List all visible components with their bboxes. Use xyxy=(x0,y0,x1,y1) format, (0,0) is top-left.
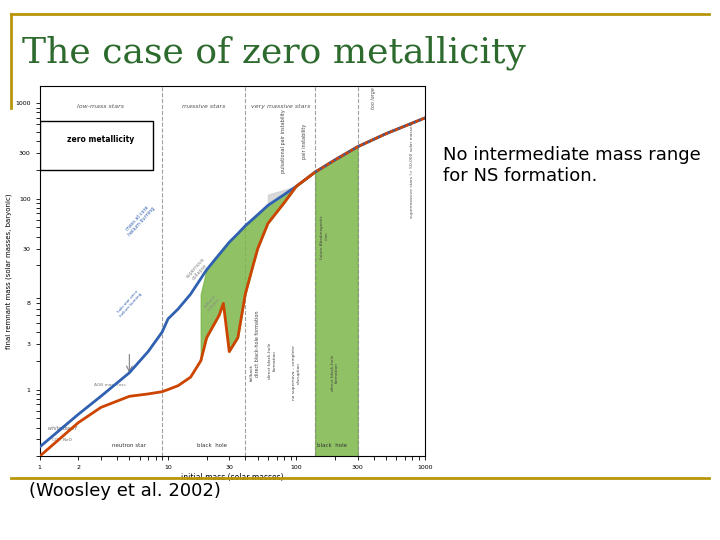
Text: neutron star: neutron star xyxy=(112,443,146,448)
FancyBboxPatch shape xyxy=(40,121,153,170)
Text: direct black-hole
formation: direct black-hole formation xyxy=(268,342,276,379)
Text: AGB mass loss: AGB mass loss xyxy=(94,383,125,387)
Text: massive stars: massive stars xyxy=(182,104,225,109)
X-axis label: initial mass (solar masses): initial mass (solar masses) xyxy=(181,473,284,482)
Text: fallback: fallback xyxy=(250,364,254,381)
Text: very massive stars: very massive stars xyxy=(251,104,310,109)
Text: supernova
collapse: supernova collapse xyxy=(185,256,210,283)
Text: direct black-hole
formation: direct black-hole formation xyxy=(330,355,339,391)
Text: The case of zero metallicity: The case of zero metallicity xyxy=(22,35,526,70)
Text: pulsational pair instability: pulsational pair instability xyxy=(282,109,287,173)
Text: fallback
collapse: fallback collapse xyxy=(203,294,221,313)
Text: no supernova – complete
disruption: no supernova – complete disruption xyxy=(292,346,301,400)
Y-axis label: final remnant mass (solar masses, baryonic): final remnant mass (solar masses, baryon… xyxy=(6,193,12,349)
Text: CO    NeO: CO NeO xyxy=(53,438,72,442)
Text: mass at core
helium burning: mass at core helium burning xyxy=(123,202,156,238)
Text: supermassive stars (> 50,000 solar masses): supermassive stars (> 50,000 solar masse… xyxy=(410,122,414,218)
Text: (Woosley et al. 2002): (Woosley et al. 2002) xyxy=(29,482,220,500)
Text: low-mass stars: low-mass stars xyxy=(77,104,125,109)
Text: direct black-hole formation: direct black-hole formation xyxy=(256,311,260,377)
Text: future Abadmagnetic
/ion: future Abadmagnetic /ion xyxy=(320,215,328,259)
Text: pair instability: pair instability xyxy=(302,124,307,159)
Text: white dwarf: white dwarf xyxy=(48,426,76,431)
Text: black  hole: black hole xyxy=(197,443,227,448)
Text: No intermediate mass range
for NS formation.: No intermediate mass range for NS format… xyxy=(443,146,701,185)
Text: black  hole: black hole xyxy=(318,443,347,448)
Text: halo star once
helium burning: halo star once helium burning xyxy=(116,289,143,318)
Text: too large: too large xyxy=(372,87,377,109)
Text: zero metallicity: zero metallicity xyxy=(67,134,135,144)
